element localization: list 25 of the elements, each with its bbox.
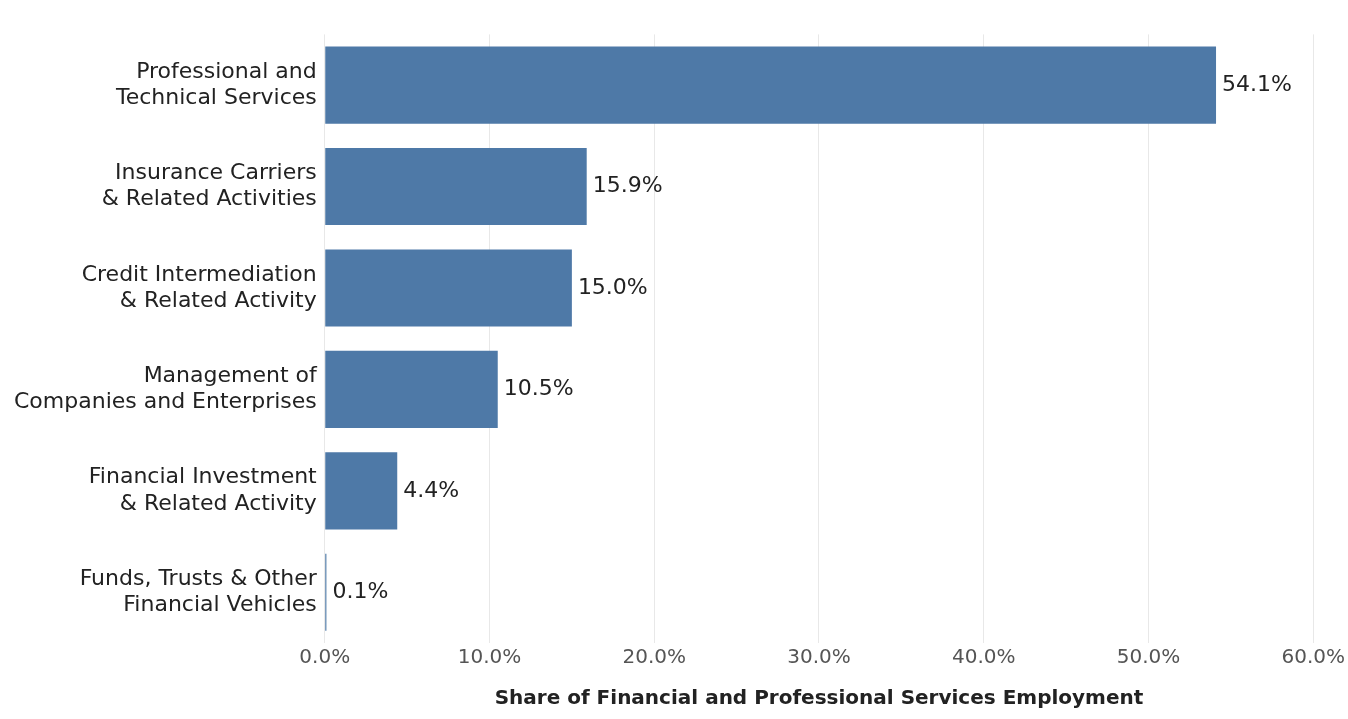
y-tick-label: Management of Companies and Enterprises bbox=[13, 361, 319, 414]
x-tick-label: 60.0% bbox=[1281, 644, 1346, 669]
x-tick-label: 50.0% bbox=[1116, 644, 1181, 669]
data-label: 15.0% bbox=[577, 273, 648, 299]
bar bbox=[325, 350, 498, 428]
x-tick-label: 10.0% bbox=[457, 644, 522, 669]
y-tick-label: Funds, Trusts & Other Financial Vehicles bbox=[79, 564, 318, 617]
y-tick-label: Insurance Carriers & Related Activities bbox=[101, 159, 317, 211]
data-label: 15.9% bbox=[592, 172, 663, 198]
x-axis-title: Share of Financial and Professional Services Employment bbox=[494, 685, 1144, 710]
data-label: 10.5% bbox=[503, 375, 574, 401]
bar bbox=[325, 148, 587, 226]
x-tick-label: 30.0% bbox=[787, 644, 851, 669]
data-label: 54.1% bbox=[1222, 70, 1292, 96]
x-tick-label: 20.0% bbox=[622, 644, 687, 669]
y-tick-label: Professional and Technical Services bbox=[114, 57, 317, 110]
x-tick-label: 0.0% bbox=[299, 644, 351, 669]
data-label: 0.1% bbox=[332, 578, 389, 603]
data-label: 4.4% bbox=[403, 476, 460, 502]
bar bbox=[325, 249, 572, 327]
bar bbox=[325, 46, 1217, 124]
x-tick-label: 40.0% bbox=[951, 644, 1016, 669]
bar bbox=[325, 452, 398, 530]
y-tick-label: Financial Investment & Related Activity bbox=[88, 463, 318, 515]
y-tick-label: Credit Intermediation & Related Activity bbox=[81, 260, 317, 312]
